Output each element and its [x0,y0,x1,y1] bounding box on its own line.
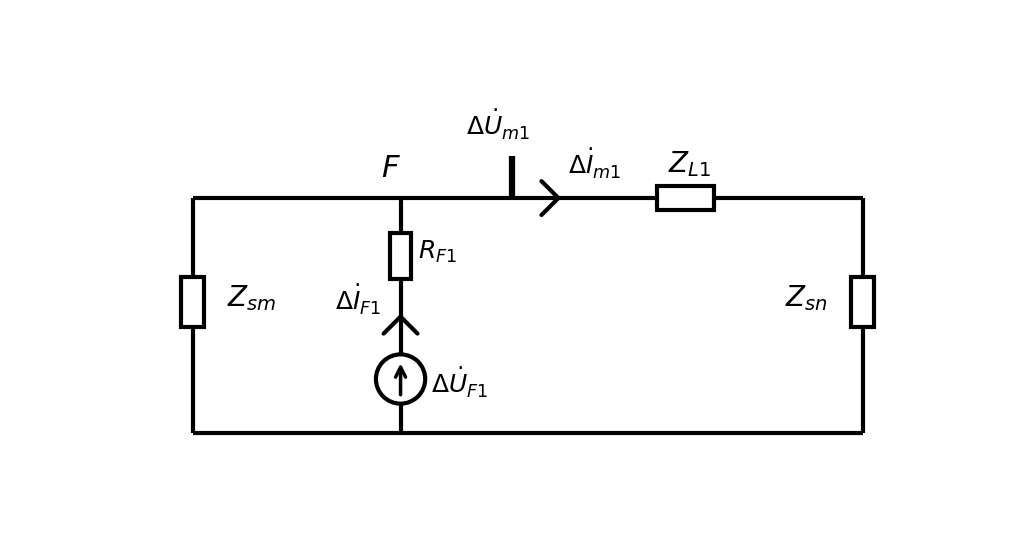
Text: $Z_{sm}$: $Z_{sm}$ [227,283,277,313]
Text: $R_{F1}$: $R_{F1}$ [417,239,456,265]
FancyBboxPatch shape [181,277,205,327]
Text: $\Delta\dot{U}_{m1}$: $\Delta\dot{U}_{m1}$ [467,108,530,142]
FancyBboxPatch shape [657,186,714,210]
Text: $\Delta\dot{I}_{m1}$: $\Delta\dot{I}_{m1}$ [567,147,621,181]
Text: $Z_{sn}$: $Z_{sn}$ [785,283,828,313]
Text: $\Delta\dot{U}_{F1}$: $\Delta\dot{U}_{F1}$ [432,366,488,400]
Circle shape [376,355,426,404]
Text: $Z_{L1}$: $Z_{L1}$ [668,149,710,179]
Text: $F$: $F$ [381,153,401,184]
FancyBboxPatch shape [851,277,874,327]
FancyBboxPatch shape [390,233,411,279]
Text: $\Delta\dot{I}_{F1}$: $\Delta\dot{I}_{F1}$ [335,282,381,317]
